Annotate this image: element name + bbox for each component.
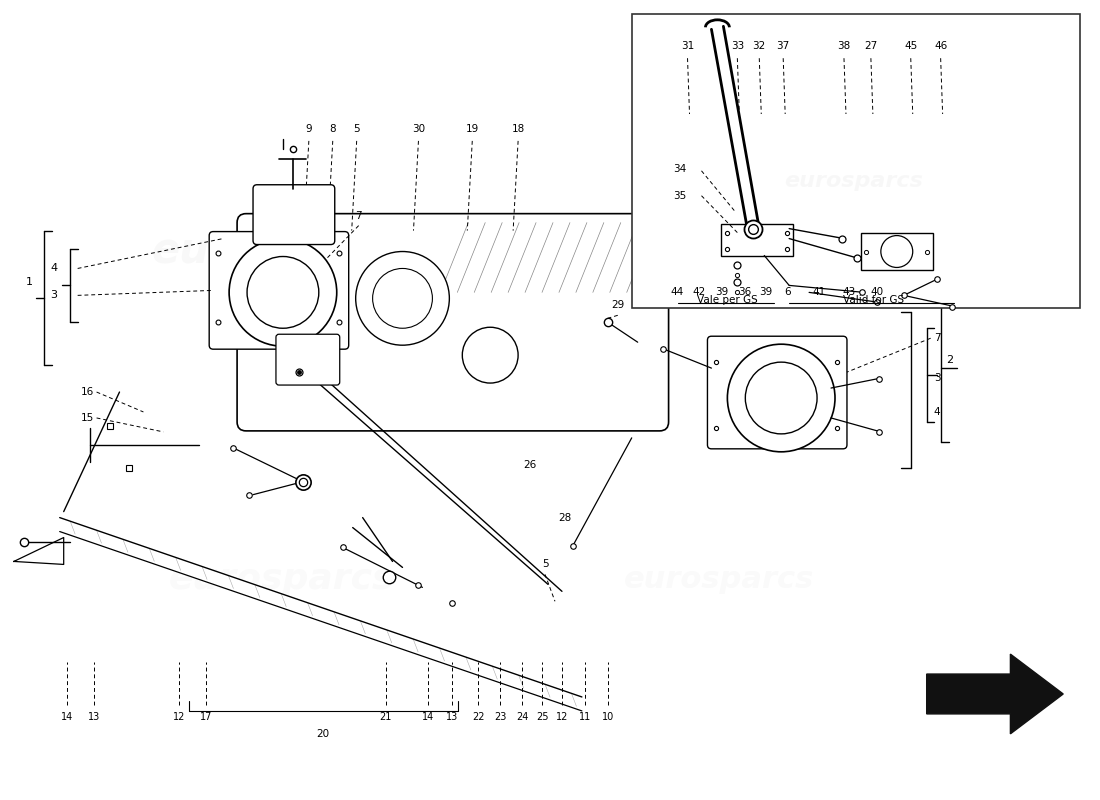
Text: 3: 3	[51, 290, 57, 300]
Text: 9: 9	[306, 124, 312, 134]
Circle shape	[727, 344, 835, 452]
Text: eurosparcs: eurosparcs	[784, 170, 923, 190]
Text: 18: 18	[512, 124, 525, 134]
Text: 17: 17	[200, 712, 212, 722]
Text: 4: 4	[51, 263, 57, 274]
Text: 14: 14	[60, 712, 73, 722]
Text: 35: 35	[673, 190, 686, 201]
Text: 25: 25	[536, 712, 548, 722]
Text: 46: 46	[934, 42, 947, 51]
Text: 4: 4	[934, 407, 940, 417]
Text: 21: 21	[379, 712, 392, 722]
Circle shape	[462, 327, 518, 383]
Text: 26: 26	[524, 460, 537, 470]
Text: 30: 30	[411, 124, 425, 134]
Circle shape	[746, 362, 817, 434]
FancyBboxPatch shape	[253, 185, 334, 245]
Text: eurosparcs: eurosparcs	[168, 562, 394, 596]
Text: 6: 6	[784, 287, 791, 298]
Text: 42: 42	[693, 287, 706, 298]
Text: 11: 11	[579, 712, 591, 722]
Text: 16: 16	[80, 387, 94, 397]
Text: 44: 44	[671, 287, 684, 298]
Text: 41: 41	[813, 287, 826, 298]
Text: 13: 13	[88, 712, 100, 722]
Text: 8: 8	[329, 124, 337, 134]
Text: 5: 5	[353, 124, 360, 134]
Text: 2: 2	[947, 355, 954, 365]
Text: 12: 12	[556, 712, 568, 722]
Text: 28: 28	[559, 513, 572, 522]
Text: 19: 19	[465, 124, 478, 134]
Bar	[861, 233, 933, 270]
FancyBboxPatch shape	[707, 336, 847, 449]
Text: 32: 32	[752, 42, 766, 51]
Text: 15: 15	[80, 413, 94, 423]
Circle shape	[373, 269, 432, 328]
Circle shape	[248, 257, 319, 328]
Circle shape	[881, 235, 913, 267]
Text: 5: 5	[541, 559, 548, 570]
Text: 24: 24	[516, 712, 528, 722]
Text: 1: 1	[26, 278, 33, 287]
FancyBboxPatch shape	[209, 231, 349, 349]
Text: 14: 14	[422, 712, 435, 722]
Text: 40: 40	[870, 287, 883, 298]
Polygon shape	[926, 654, 1064, 734]
Text: Vale per GS: Vale per GS	[697, 295, 758, 306]
Text: 7: 7	[355, 210, 362, 221]
Text: 34: 34	[673, 164, 686, 174]
Text: 20: 20	[316, 729, 329, 739]
Bar	[722, 224, 793, 255]
FancyBboxPatch shape	[276, 334, 340, 385]
Text: 43: 43	[843, 287, 856, 298]
Text: 12: 12	[173, 712, 186, 722]
Bar	[631, 14, 1080, 308]
Circle shape	[229, 238, 337, 346]
Text: 22: 22	[472, 712, 484, 722]
Text: 7: 7	[934, 334, 940, 343]
Text: 13: 13	[447, 712, 459, 722]
Text: 37: 37	[777, 42, 790, 51]
Text: eurosparcs: eurosparcs	[625, 565, 814, 594]
Text: 39: 39	[760, 287, 773, 298]
Text: 39: 39	[715, 287, 728, 298]
Text: 33: 33	[730, 42, 744, 51]
FancyBboxPatch shape	[238, 214, 669, 431]
Circle shape	[355, 251, 450, 345]
Text: eurosparcs: eurosparcs	[607, 234, 833, 267]
Polygon shape	[59, 518, 582, 711]
Text: 29: 29	[612, 300, 625, 310]
Text: eurosparcs: eurosparcs	[151, 230, 410, 271]
Text: 23: 23	[494, 712, 506, 722]
Text: 31: 31	[681, 42, 694, 51]
Text: 10: 10	[602, 712, 614, 722]
Text: 27: 27	[865, 42, 878, 51]
Text: 3: 3	[934, 373, 940, 383]
Text: 38: 38	[837, 42, 850, 51]
Text: 45: 45	[904, 42, 917, 51]
Text: 36: 36	[738, 287, 751, 298]
Text: Valid for GS: Valid for GS	[844, 295, 904, 306]
